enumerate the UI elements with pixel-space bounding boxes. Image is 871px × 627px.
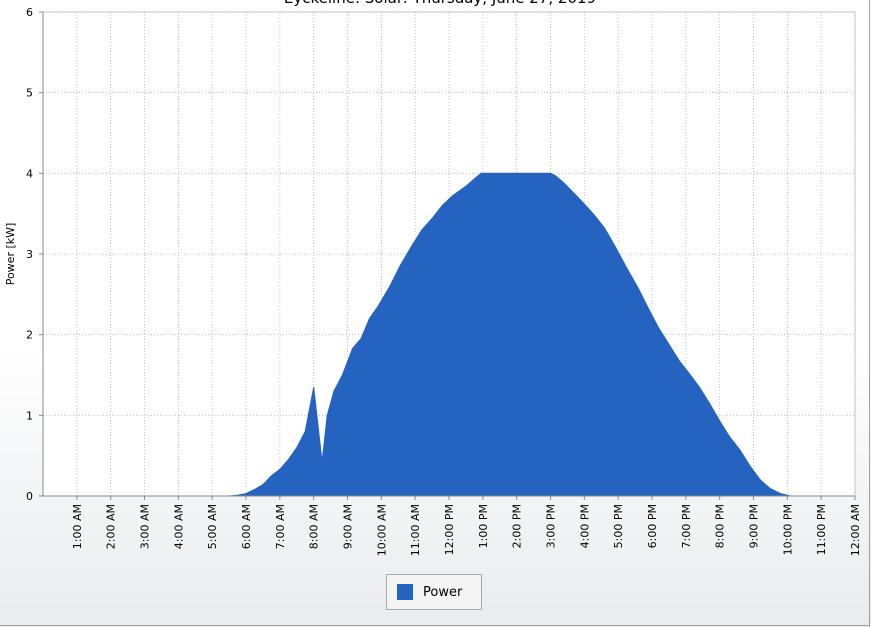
- x-tick-label: 2:00 AM: [105, 504, 118, 549]
- x-tick-label: 6:00 PM: [646, 504, 659, 548]
- chart-title: Eyckeline: Solar: Thursday, June 27, 201…: [284, 0, 596, 7]
- x-tick-label: 8:00 PM: [714, 504, 727, 548]
- x-tick-label: 10:00 AM: [375, 504, 388, 556]
- x-tick-label: 6:00 AM: [240, 504, 253, 549]
- x-tick-label: 9:00 PM: [748, 504, 761, 548]
- x-tick-label: 7:00 AM: [274, 504, 287, 549]
- legend-swatch-power: [397, 584, 413, 600]
- legend-label-power: Power: [423, 584, 463, 600]
- x-tick-label: 3:00 PM: [545, 504, 558, 548]
- x-tick-label: 12:00 AM: [849, 504, 862, 556]
- x-tick-label: 4:00 PM: [578, 504, 591, 548]
- x-tick-label: 1:00 PM: [477, 504, 490, 548]
- x-tick-label: 3:00 AM: [139, 504, 152, 549]
- y-tick-label: 5: [26, 87, 33, 100]
- x-tick-label: 5:00 PM: [612, 504, 625, 548]
- x-tick-label: 1:00 AM: [71, 504, 84, 549]
- x-tick-label: 8:00 AM: [308, 504, 321, 549]
- y-tick-label: 1: [26, 409, 33, 422]
- y-tick-label: 3: [26, 248, 33, 261]
- y-axis-label: Power [kW]: [4, 223, 17, 286]
- x-tick-label: 4:00 AM: [172, 504, 185, 549]
- y-tick-label: 2: [26, 329, 33, 342]
- x-tick-label: 11:00 AM: [409, 504, 422, 556]
- y-tick-label: 4: [26, 167, 33, 180]
- x-tick-label: 5:00 AM: [206, 504, 219, 549]
- chart-legend: Power: [386, 574, 482, 610]
- x-tick-label: 9:00 AM: [342, 504, 355, 549]
- x-tick-label: 2:00 PM: [511, 504, 524, 548]
- x-tick-label: 12:00 PM: [443, 504, 456, 555]
- x-tick-label: 7:00 PM: [680, 504, 693, 548]
- y-tick-label: 6: [26, 6, 33, 19]
- x-tick-label: 11:00 PM: [815, 504, 828, 555]
- y-tick-label: 0: [26, 490, 33, 503]
- x-tick-label: 10:00 PM: [781, 504, 794, 555]
- area-series-power: [229, 172, 801, 497]
